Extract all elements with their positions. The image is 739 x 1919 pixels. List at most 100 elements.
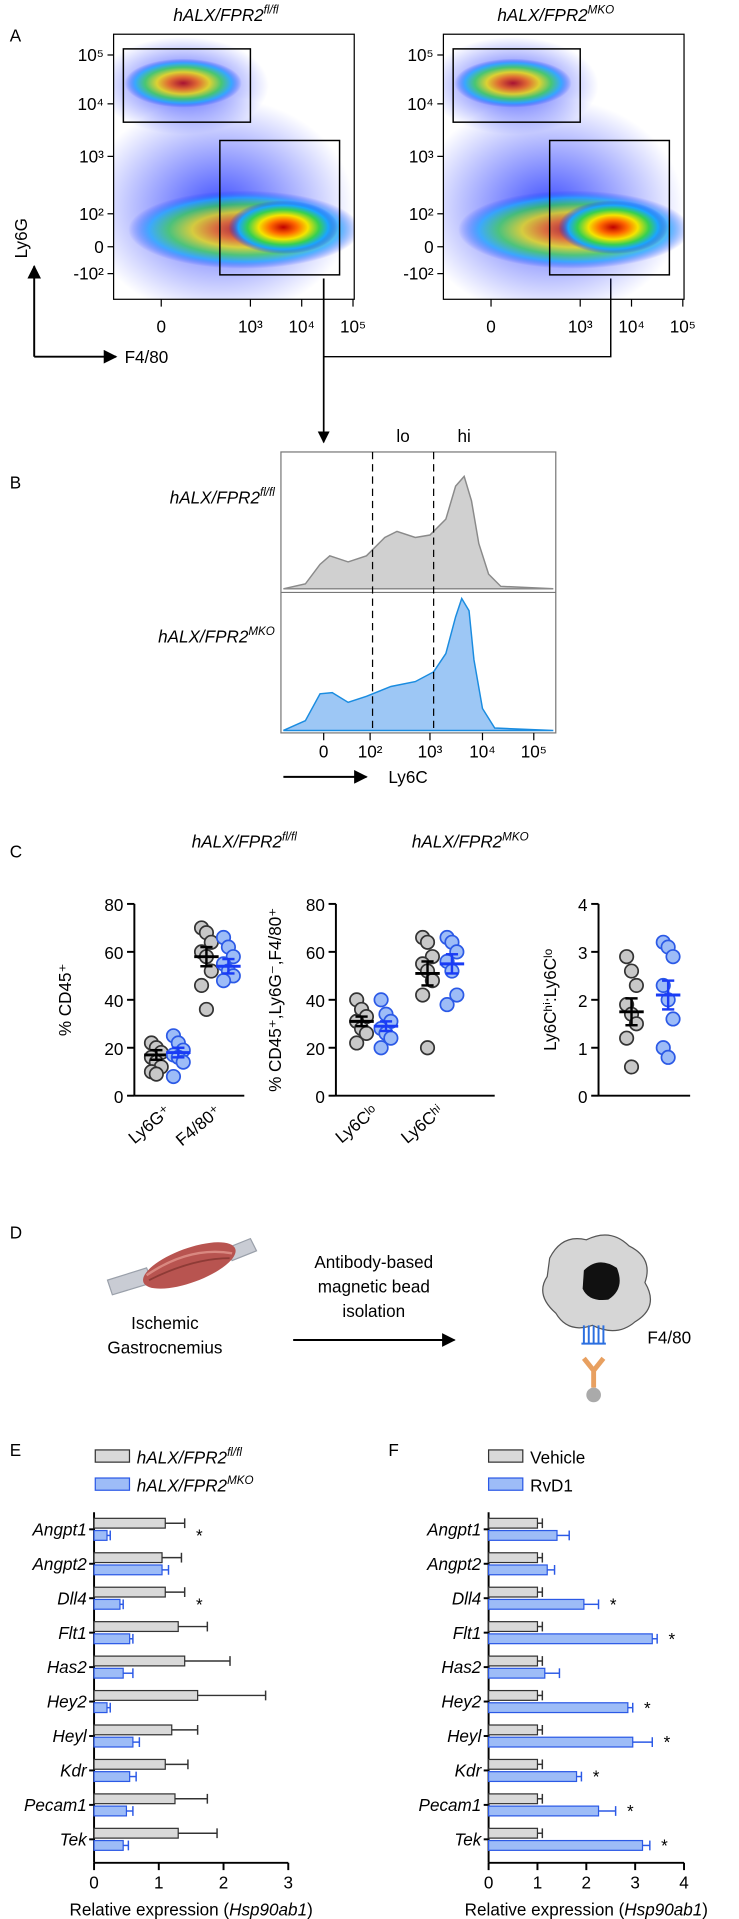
x-tick-label: 2 <box>219 1873 229 1892</box>
flow-title: hALX/FPR2MKO <box>497 3 614 24</box>
macrophage-icon <box>542 1234 652 1403</box>
x-axis-label-part: Hsp90ab1 <box>624 1900 702 1919</box>
x-axis-label: F4/80 <box>125 348 169 367</box>
bar <box>93 1564 163 1576</box>
flow-title-part: MKO <box>588 3 614 16</box>
dot <box>628 1016 644 1032</box>
histogram-row-label-part: fl/fl <box>260 486 275 499</box>
y-tick-label: 60 <box>104 944 123 963</box>
x-tick-label: 10⁵ <box>521 742 547 761</box>
legend-label-part: MKO <box>227 1474 253 1487</box>
significance-mark: * <box>644 1699 651 1718</box>
y-tick-label: 80 <box>104 896 123 915</box>
y-tick-label: Has2 <box>441 1658 481 1677</box>
y-tick-label: 40 <box>306 992 325 1011</box>
dot <box>193 977 210 993</box>
x-tick-label: 10⁴ <box>469 742 495 761</box>
y-tick-label: 0 <box>94 238 104 257</box>
bar <box>487 1805 600 1817</box>
density-core <box>454 58 572 108</box>
dot <box>628 977 644 993</box>
y-tick-label: 1 <box>578 1040 588 1059</box>
y-tick-label: 80 <box>306 896 325 915</box>
y-tick-label: 2 <box>578 992 588 1011</box>
bar <box>487 1667 546 1679</box>
y-tick-label: 10⁴ <box>407 95 433 114</box>
y-tick-label: -10² <box>73 265 104 284</box>
bar <box>93 1689 199 1701</box>
y-tick-label: Angpt1 <box>426 1520 481 1539</box>
legend-swatch <box>94 1449 131 1463</box>
diagram-text: isolation <box>342 1302 405 1321</box>
diagram-text: magnetic bead <box>318 1277 430 1296</box>
y-tick-label: Has2 <box>47 1658 87 1677</box>
legend-label-part: Vehicle <box>530 1448 585 1467</box>
panel-label: C <box>10 843 22 862</box>
bar <box>93 1793 176 1805</box>
dot <box>215 973 232 989</box>
legend-label-part: hALX/FPR2 <box>412 833 503 852</box>
y-tick-label: 10⁵ <box>78 46 104 65</box>
histogram <box>280 451 557 734</box>
dot <box>439 997 455 1013</box>
y-tick-label: Heyl <box>447 1727 482 1746</box>
dot <box>415 987 431 1003</box>
diagram-text: Ischemic <box>131 1314 199 1333</box>
dot <box>349 1035 365 1051</box>
bar <box>93 1736 134 1748</box>
legend-label-part: hALX/FPR2 <box>192 833 283 852</box>
significance-mark: * <box>593 1768 600 1787</box>
x-tick-label: Ly6Cʰⁱ <box>398 1101 448 1147</box>
bar <box>93 1517 166 1529</box>
y-axis-label: % CD45⁺,Ly6G⁻,F4/80⁺ <box>266 908 285 1092</box>
x-tick-label: 10⁴ <box>618 317 644 336</box>
bar <box>93 1621 179 1633</box>
y-tick-label: 10⁴ <box>77 95 103 114</box>
bar <box>487 1793 539 1805</box>
panel-label: F <box>388 1441 398 1460</box>
diagram-text: Gastrocnemius <box>107 1338 222 1357</box>
x-tick-label: 3 <box>630 1873 640 1892</box>
bar <box>487 1827 539 1839</box>
bar <box>487 1621 539 1633</box>
y-tick-label: 0 <box>114 1088 124 1107</box>
y-tick-label: -10² <box>403 265 434 284</box>
y-tick-label: 10³ <box>409 147 434 166</box>
bar <box>93 1702 108 1714</box>
dot <box>660 1049 676 1065</box>
dot <box>665 1011 681 1027</box>
y-tick-label: Dll4 <box>57 1589 86 1608</box>
x-tick-label: 2 <box>582 1873 592 1892</box>
legend-label-part: fl/fl <box>227 1446 242 1459</box>
density-core <box>558 200 669 255</box>
y-tick-label: Flt1 <box>58 1624 86 1643</box>
x-tick-label: Ly6Cˡᵒ <box>332 1101 381 1147</box>
histogram-row-label-part: hALX/FPR2 <box>170 488 261 507</box>
x-tick-label: 4 <box>679 1873 689 1892</box>
bar <box>93 1758 166 1770</box>
gate-label: hi <box>458 427 471 446</box>
legend-label: Vehicle <box>530 1448 585 1467</box>
y-tick-label: Angpt1 <box>32 1520 87 1539</box>
y-tick-label: 10³ <box>79 147 104 166</box>
y-tick-label: 10⁵ <box>408 46 434 65</box>
flow-title-part: hALX/FPR2 <box>497 6 588 25</box>
legend-label-part: MKO <box>502 830 528 843</box>
histogram-row-label: hALX/FPR2MKO <box>158 625 275 646</box>
y-tick-label: 3 <box>578 944 588 963</box>
flow-plot: 10⁵ 10⁴ 10³ 10² 0 -10² 0 10³ 10⁴ 10⁵ <box>403 33 696 336</box>
x-tick-label: 0 <box>484 1873 494 1892</box>
y-axis-label: Ly6G <box>12 218 31 258</box>
panel-label: E <box>10 1441 21 1460</box>
legend-swatch <box>487 1449 524 1463</box>
bar <box>93 1633 131 1645</box>
x-tick-label: 0 <box>156 317 166 336</box>
x-tick-label: 10⁵ <box>340 317 366 336</box>
y-tick-label: Angpt2 <box>32 1555 88 1574</box>
y-tick-label: Flt1 <box>453 1624 482 1643</box>
dot <box>175 1054 191 1070</box>
x-axis-label-part: ) <box>307 1900 313 1919</box>
y-tick-label: 40 <box>104 992 123 1011</box>
gate <box>219 139 341 276</box>
dot <box>655 977 671 993</box>
